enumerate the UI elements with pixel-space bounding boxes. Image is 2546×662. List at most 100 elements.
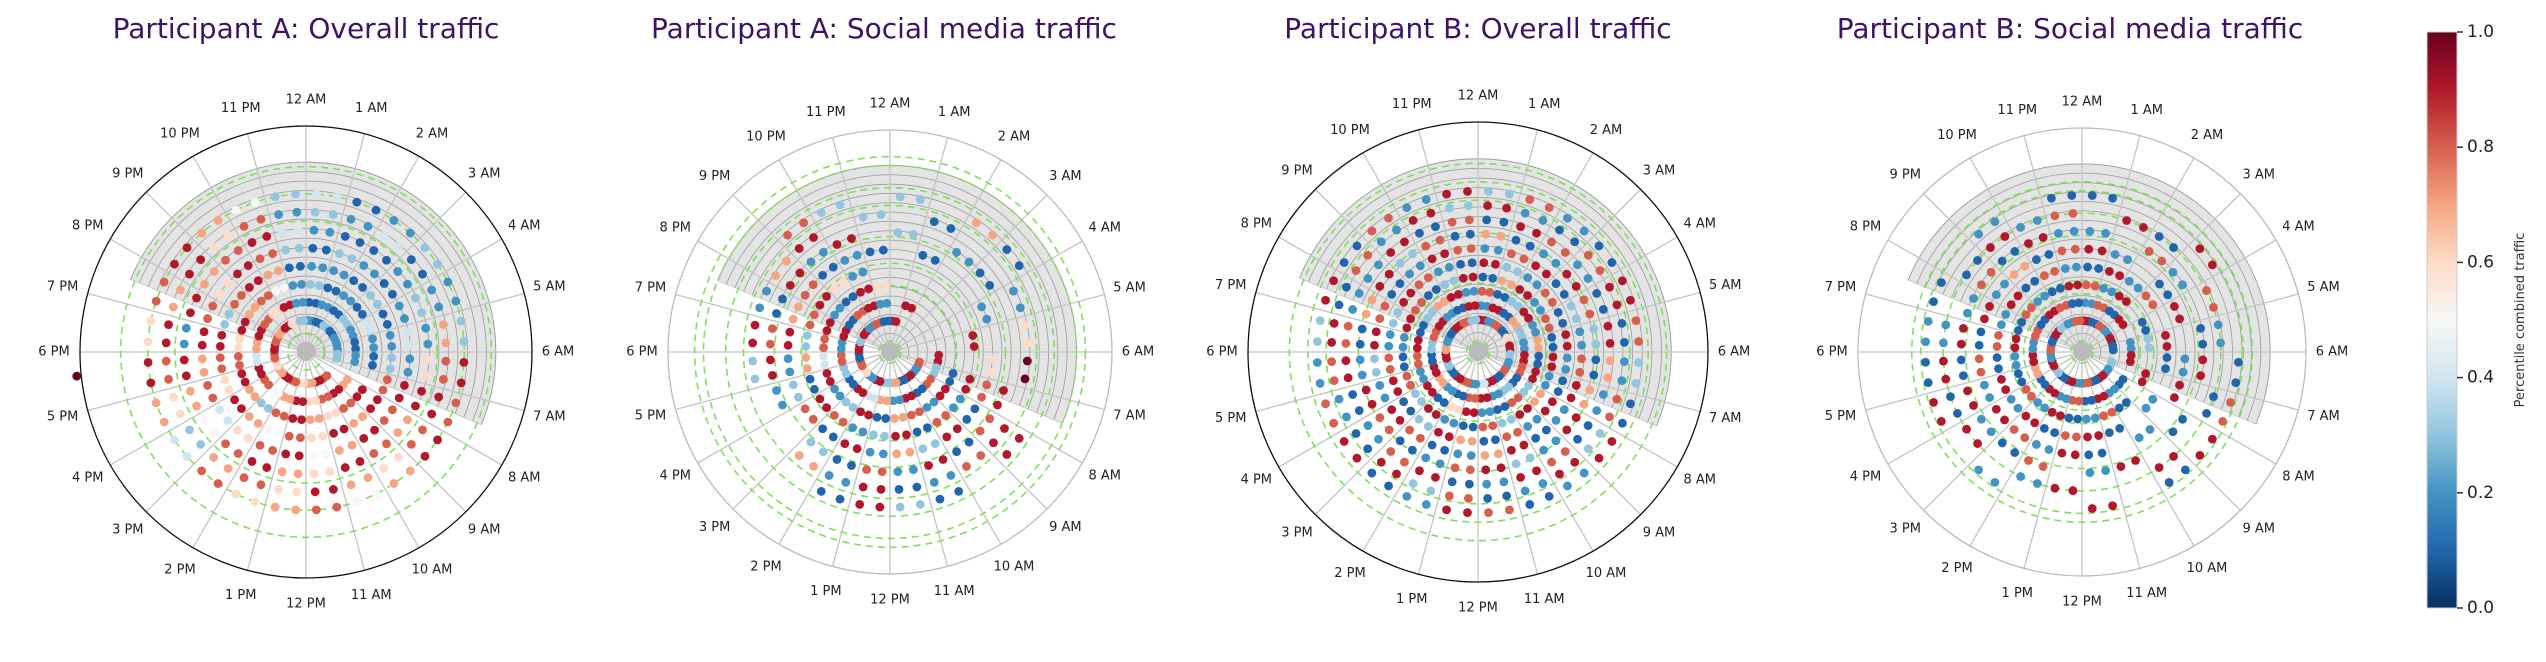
data-point bbox=[1020, 320, 1030, 330]
data-point bbox=[1329, 318, 1339, 328]
data-point bbox=[182, 451, 192, 461]
data-point bbox=[2207, 434, 2217, 444]
data-point bbox=[256, 296, 266, 306]
data-point bbox=[1991, 404, 2001, 414]
data-point bbox=[1481, 229, 1491, 239]
data-point bbox=[1406, 406, 1416, 416]
data-point bbox=[894, 484, 904, 494]
data-point bbox=[293, 469, 303, 479]
data-point bbox=[1454, 290, 1463, 299]
angular-gridline bbox=[2081, 351, 2195, 547]
data-point bbox=[363, 473, 373, 483]
data-point bbox=[882, 298, 892, 308]
data-point bbox=[915, 407, 924, 417]
data-point bbox=[962, 414, 972, 424]
data-point bbox=[2017, 377, 2027, 387]
chart-title: Participant B: Social media traffic bbox=[1837, 12, 2303, 45]
angular-gridline bbox=[305, 351, 503, 466]
data-point bbox=[1607, 437, 1617, 446]
data-point bbox=[1375, 314, 1385, 324]
data-point bbox=[1974, 465, 1984, 475]
data-point bbox=[1463, 508, 1472, 518]
data-point bbox=[143, 357, 153, 367]
data-point bbox=[1589, 324, 1599, 334]
data-point bbox=[244, 412, 254, 421]
data-point bbox=[1956, 355, 1966, 365]
data-point bbox=[1343, 373, 1353, 383]
data-point bbox=[1962, 424, 1971, 434]
angular-gridline bbox=[1477, 351, 1701, 413]
data-point bbox=[294, 451, 304, 461]
data-point bbox=[1985, 302, 1994, 311]
data-point bbox=[2231, 378, 2241, 387]
data-point bbox=[954, 486, 964, 496]
data-point bbox=[1507, 398, 1517, 407]
theta-tick-label: 8 PM bbox=[659, 221, 690, 236]
dashed-circle bbox=[1288, 162, 1668, 542]
data-point bbox=[443, 277, 453, 287]
data-point bbox=[1594, 453, 1604, 463]
data-point bbox=[2178, 414, 2187, 424]
data-point bbox=[304, 297, 314, 307]
data-point bbox=[822, 291, 831, 301]
data-point bbox=[2075, 316, 2085, 326]
data-point bbox=[1385, 330, 1395, 339]
data-point bbox=[1976, 327, 1986, 337]
data-point bbox=[306, 415, 315, 425]
data-point bbox=[237, 290, 246, 300]
theta-tick-label: 11 AM bbox=[2126, 586, 2167, 601]
data-point bbox=[1461, 407, 1471, 417]
data-point bbox=[1447, 477, 1457, 487]
data-point bbox=[1412, 343, 1422, 353]
data-point bbox=[441, 356, 451, 366]
data-point bbox=[1357, 324, 1367, 334]
theta-tick-label: 9 PM bbox=[1281, 163, 1312, 178]
angular-gridline bbox=[1865, 351, 2083, 411]
angular-gridline bbox=[1969, 157, 2083, 353]
data-point bbox=[1435, 459, 1445, 469]
data-point bbox=[1449, 276, 1459, 286]
data-point bbox=[346, 398, 356, 408]
data-point bbox=[355, 238, 365, 247]
data-point bbox=[369, 343, 379, 352]
data-point bbox=[393, 452, 403, 462]
data-point bbox=[1348, 390, 1358, 399]
colorbar: Percentile combined traffic 0.0 0.2 0.4 0.6… bbox=[2426, 22, 2528, 618]
data-point bbox=[1631, 379, 1641, 388]
data-point bbox=[852, 250, 862, 260]
data-point bbox=[2033, 297, 2043, 306]
data-point bbox=[1520, 208, 1530, 218]
data-point bbox=[2169, 243, 2178, 252]
outer-circle bbox=[1857, 127, 2307, 577]
center-hub bbox=[2073, 343, 2091, 361]
data-point bbox=[291, 298, 301, 308]
theta-tick-label: 11 PM bbox=[1392, 97, 1432, 112]
data-point bbox=[1424, 404, 1433, 413]
data-point bbox=[1579, 226, 1589, 236]
angular-gridline bbox=[889, 351, 1048, 510]
dashed-circle bbox=[287, 333, 325, 371]
data-point bbox=[247, 238, 257, 247]
data-point bbox=[288, 281, 298, 290]
data-point bbox=[2068, 486, 2078, 495]
data-point bbox=[1450, 463, 1460, 473]
data-point bbox=[982, 314, 992, 324]
data-point bbox=[1384, 481, 1393, 491]
data-point bbox=[1342, 282, 1351, 292]
data-point bbox=[929, 477, 939, 487]
data-point bbox=[379, 279, 389, 288]
data-point bbox=[199, 367, 209, 377]
data-point bbox=[2010, 351, 2020, 361]
data-point bbox=[1617, 318, 1627, 328]
data-point bbox=[1540, 288, 1550, 298]
data-point bbox=[1449, 418, 1459, 428]
data-point bbox=[1974, 229, 1984, 239]
theta-tick-label: 12 AM bbox=[2062, 95, 2103, 110]
data-point bbox=[1558, 376, 1568, 386]
data-point bbox=[379, 416, 389, 425]
data-point bbox=[1444, 203, 1454, 213]
data-point bbox=[164, 374, 173, 384]
data-point bbox=[1538, 479, 1548, 488]
data-point bbox=[1375, 413, 1385, 422]
data-point bbox=[1375, 380, 1385, 390]
